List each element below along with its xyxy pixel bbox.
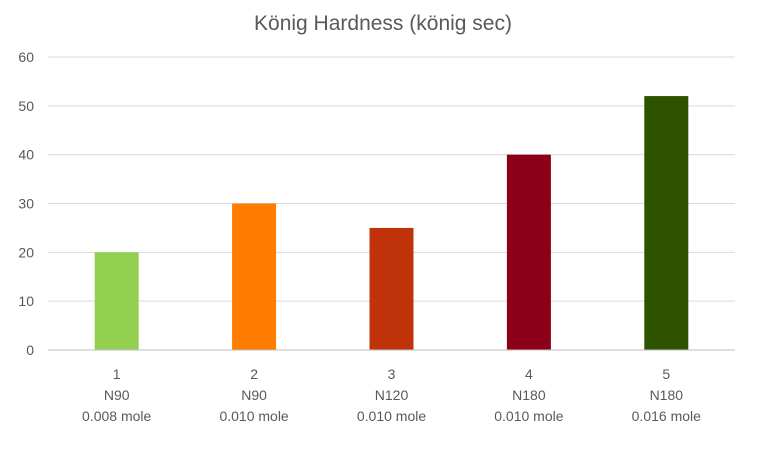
bar [506, 154, 551, 350]
x-tick-label: 0.010 mole [219, 408, 288, 424]
gridlines [48, 56, 735, 302]
x-tick-label: 0.008 mole [82, 408, 151, 424]
bars [94, 96, 689, 350]
x-tick-label: 2 [250, 366, 258, 382]
x-tick-label: 0.010 mole [357, 408, 426, 424]
y-tick-label: 10 [18, 293, 34, 309]
y-axis-tick-labels: 0 10 20 30 40 50 60 [18, 49, 34, 358]
x-tick-label: 4 [525, 366, 533, 382]
x-tick-label: 1 [113, 366, 121, 382]
x-tick-label: N120 [375, 387, 409, 403]
x-tick-label: 3 [388, 366, 396, 382]
bar [644, 96, 689, 350]
x-tick-label: N180 [512, 387, 546, 403]
bar [94, 252, 139, 350]
bar [369, 227, 414, 350]
y-tick-label: 0 [26, 342, 34, 358]
y-tick-label: 30 [18, 196, 34, 212]
x-tick-label: N90 [241, 387, 267, 403]
x-tick-label: N90 [104, 387, 130, 403]
y-tick-label: 40 [18, 147, 34, 163]
chart-title: König Hardness (könig sec) [254, 12, 512, 35]
y-tick-label: 50 [18, 98, 34, 114]
x-tick-label: 5 [662, 366, 670, 382]
y-tick-label: 20 [18, 244, 34, 260]
x-tick-label: N180 [650, 387, 684, 403]
bar [232, 203, 277, 350]
y-tick-label: 60 [18, 49, 34, 65]
x-axis-category-labels: 1 N90 0.008 mole 2 N90 0.010 mole 3 N120 0.010 m… [82, 366, 701, 424]
x-tick-label: 0.010 mole [494, 408, 563, 424]
x-tick-label: 0.016 mole [632, 408, 701, 424]
